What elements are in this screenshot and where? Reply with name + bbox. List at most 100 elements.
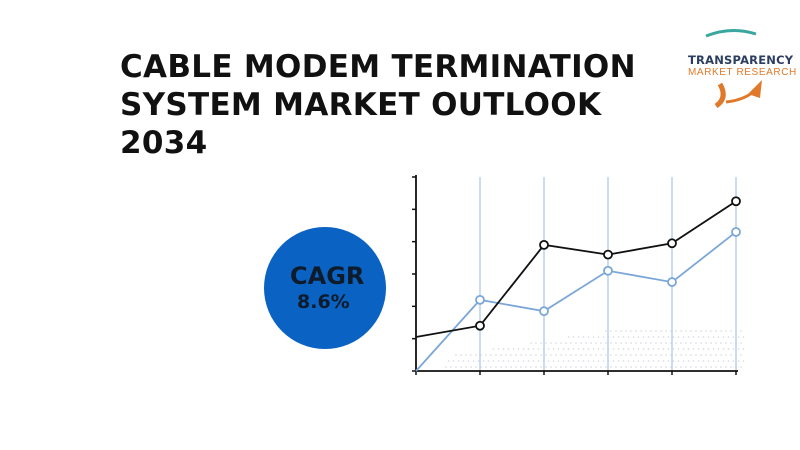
texture-dot [677,360,680,362]
texture-dot [685,366,687,368]
texture-dot [680,354,682,356]
texture-dot [637,348,640,350]
texture-dot [702,348,705,350]
texture-dot [615,330,617,332]
texture-dot [605,354,607,356]
texture-dot [537,360,540,362]
texture-dot [602,360,605,362]
texture-dot [650,366,652,368]
texture-dot [470,354,472,356]
texture-dot [615,366,617,368]
texture-dot [630,366,632,368]
title-line-2: SYSTEM MARKET OUTLOOK [120,87,602,123]
texture-dot [707,336,710,338]
data-point [667,277,677,287]
texture-dot [725,354,727,356]
cagr-circle [264,227,386,349]
texture-dot [650,354,652,356]
texture-dot [647,360,650,362]
texture-dot [522,348,525,350]
texture-dot [660,330,662,332]
title-line-3: 2034 [120,125,208,161]
texture-dot [652,360,655,362]
texture-dot [505,354,507,356]
texture-dot [450,366,452,368]
texture-dot [540,354,542,356]
texture-dot [487,360,490,362]
texture-dot [547,348,550,350]
texture-dot [737,360,740,362]
texture-dot [570,342,572,344]
texture-dot [672,348,675,350]
texture-dot [702,360,705,362]
texture-dot [460,366,462,368]
texture-dot [595,342,597,344]
texture-dot [687,360,690,362]
texture-dot [700,354,702,356]
texture-dot [732,348,735,350]
texture-dot [700,342,702,344]
texture-dot [525,366,527,368]
texture-dot [657,336,660,338]
texture-dot [622,336,625,338]
texture-dot [485,354,487,356]
texture-dot [555,354,557,356]
texture-dot [490,354,492,356]
texture-dot [620,342,622,344]
texture-dot [665,366,667,368]
texture-dot [667,348,670,350]
texture-dot [492,360,495,362]
texture-dot [557,348,560,350]
texture-dot [530,342,532,344]
texture-dot [692,360,695,362]
texture-dot [635,330,637,332]
texture-dot [510,366,512,368]
texture-dot [680,366,682,368]
series-line [415,231,737,372]
texture-dot [717,360,720,362]
texture-dot [692,348,695,350]
texture-dot [632,348,635,350]
texture-dot [515,354,517,356]
page-title: CABLE MODEM TERMINATION SYSTEM MARKET OU… [120,48,640,162]
texture-dot [572,336,575,338]
data-point [539,306,549,317]
texture-dot [565,354,567,356]
texture-dot [687,336,690,338]
texture-dot [545,354,547,356]
texture-dot [725,366,727,368]
texture-dot [540,366,542,368]
texture-dot [640,330,642,332]
texture-dot [477,360,480,362]
texture-dot [525,354,527,356]
texture-dot [677,336,680,338]
data-point [603,265,613,276]
texture-dot [595,366,597,368]
texture-dot [720,354,722,356]
texture-dot [657,348,660,350]
texture-dot [667,336,670,338]
data-point [539,240,549,250]
texture-dot [517,348,520,350]
texture-dot [567,360,570,362]
texture-dot [682,360,685,362]
texture-dot [712,348,715,350]
texture-dot [710,366,712,368]
texture-dot [625,366,627,368]
texture-dot [725,342,727,344]
texture-dot [642,336,645,338]
texture-dot [697,336,700,338]
texture-dot [527,360,530,362]
texture-dot [555,366,557,368]
texture-dot [627,348,630,350]
texture-dot [475,354,477,356]
title-line-1: CABLE MODEM TERMINATION [120,49,636,85]
texture-dot [545,366,547,368]
texture-dot [610,354,612,356]
texture-dot [535,366,537,368]
texture-dot [710,342,712,344]
texture-dot [730,366,732,368]
texture-dot [672,336,675,338]
texture-dot [677,348,680,350]
texture-dot [460,354,462,356]
